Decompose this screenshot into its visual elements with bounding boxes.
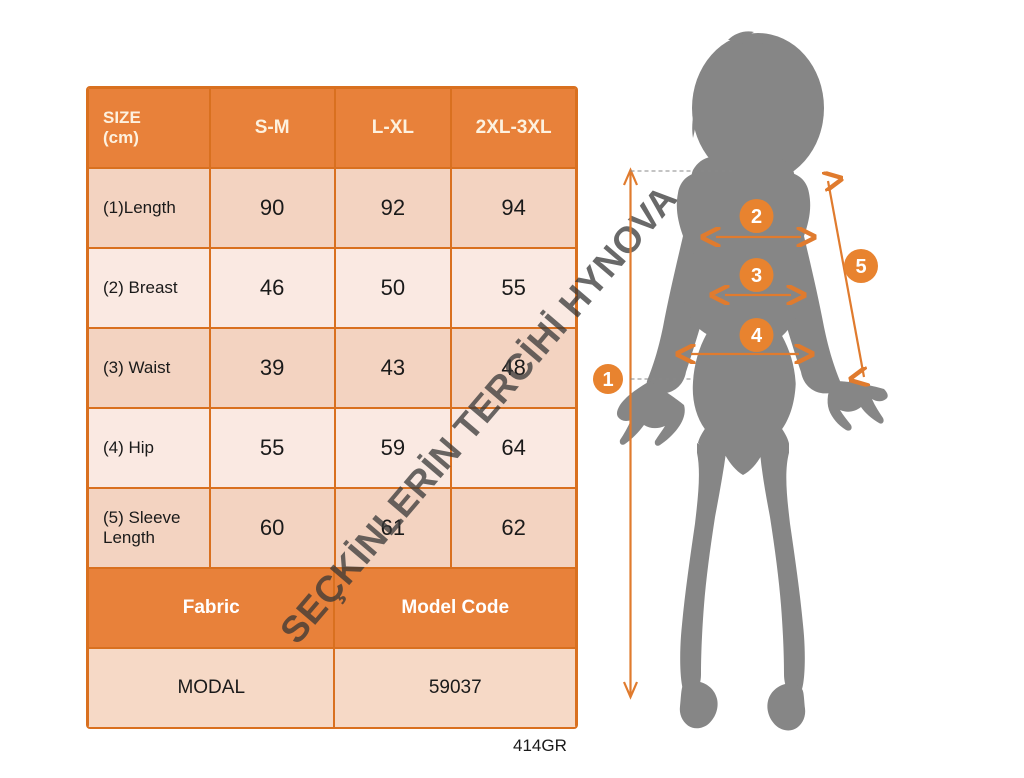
svg-text:5: 5: [855, 256, 866, 278]
svg-text:4: 4: [751, 325, 763, 347]
svg-text:3: 3: [751, 265, 762, 287]
svg-text:1: 1: [602, 369, 613, 391]
svg-text:2: 2: [751, 206, 762, 228]
